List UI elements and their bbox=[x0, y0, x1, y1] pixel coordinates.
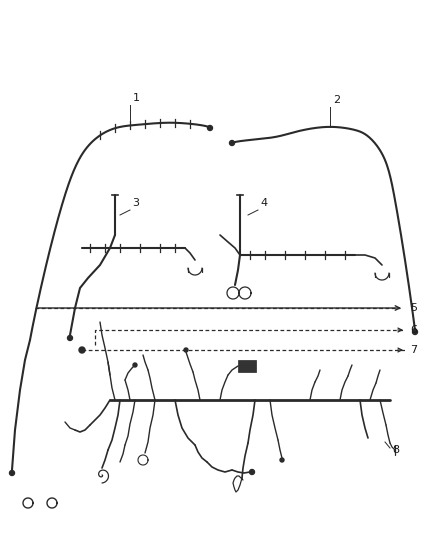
Text: 1: 1 bbox=[133, 93, 140, 103]
Polygon shape bbox=[184, 348, 188, 352]
Text: 6: 6 bbox=[410, 325, 417, 335]
Polygon shape bbox=[47, 498, 57, 508]
Polygon shape bbox=[239, 287, 251, 299]
Text: 8: 8 bbox=[392, 445, 399, 455]
Polygon shape bbox=[280, 458, 284, 462]
Polygon shape bbox=[23, 498, 33, 508]
Polygon shape bbox=[133, 363, 137, 367]
Text: 4: 4 bbox=[260, 198, 267, 208]
Polygon shape bbox=[79, 347, 85, 353]
Polygon shape bbox=[10, 471, 14, 475]
Polygon shape bbox=[138, 455, 148, 465]
Polygon shape bbox=[67, 335, 73, 341]
Polygon shape bbox=[413, 329, 417, 335]
Text: 3: 3 bbox=[132, 198, 139, 208]
Polygon shape bbox=[250, 470, 254, 474]
Polygon shape bbox=[230, 141, 234, 146]
Text: 2: 2 bbox=[333, 95, 340, 105]
Text: 7: 7 bbox=[410, 345, 417, 355]
Text: 5: 5 bbox=[410, 303, 417, 313]
Polygon shape bbox=[227, 287, 239, 299]
Bar bbox=[238, 360, 256, 372]
Polygon shape bbox=[208, 125, 212, 131]
